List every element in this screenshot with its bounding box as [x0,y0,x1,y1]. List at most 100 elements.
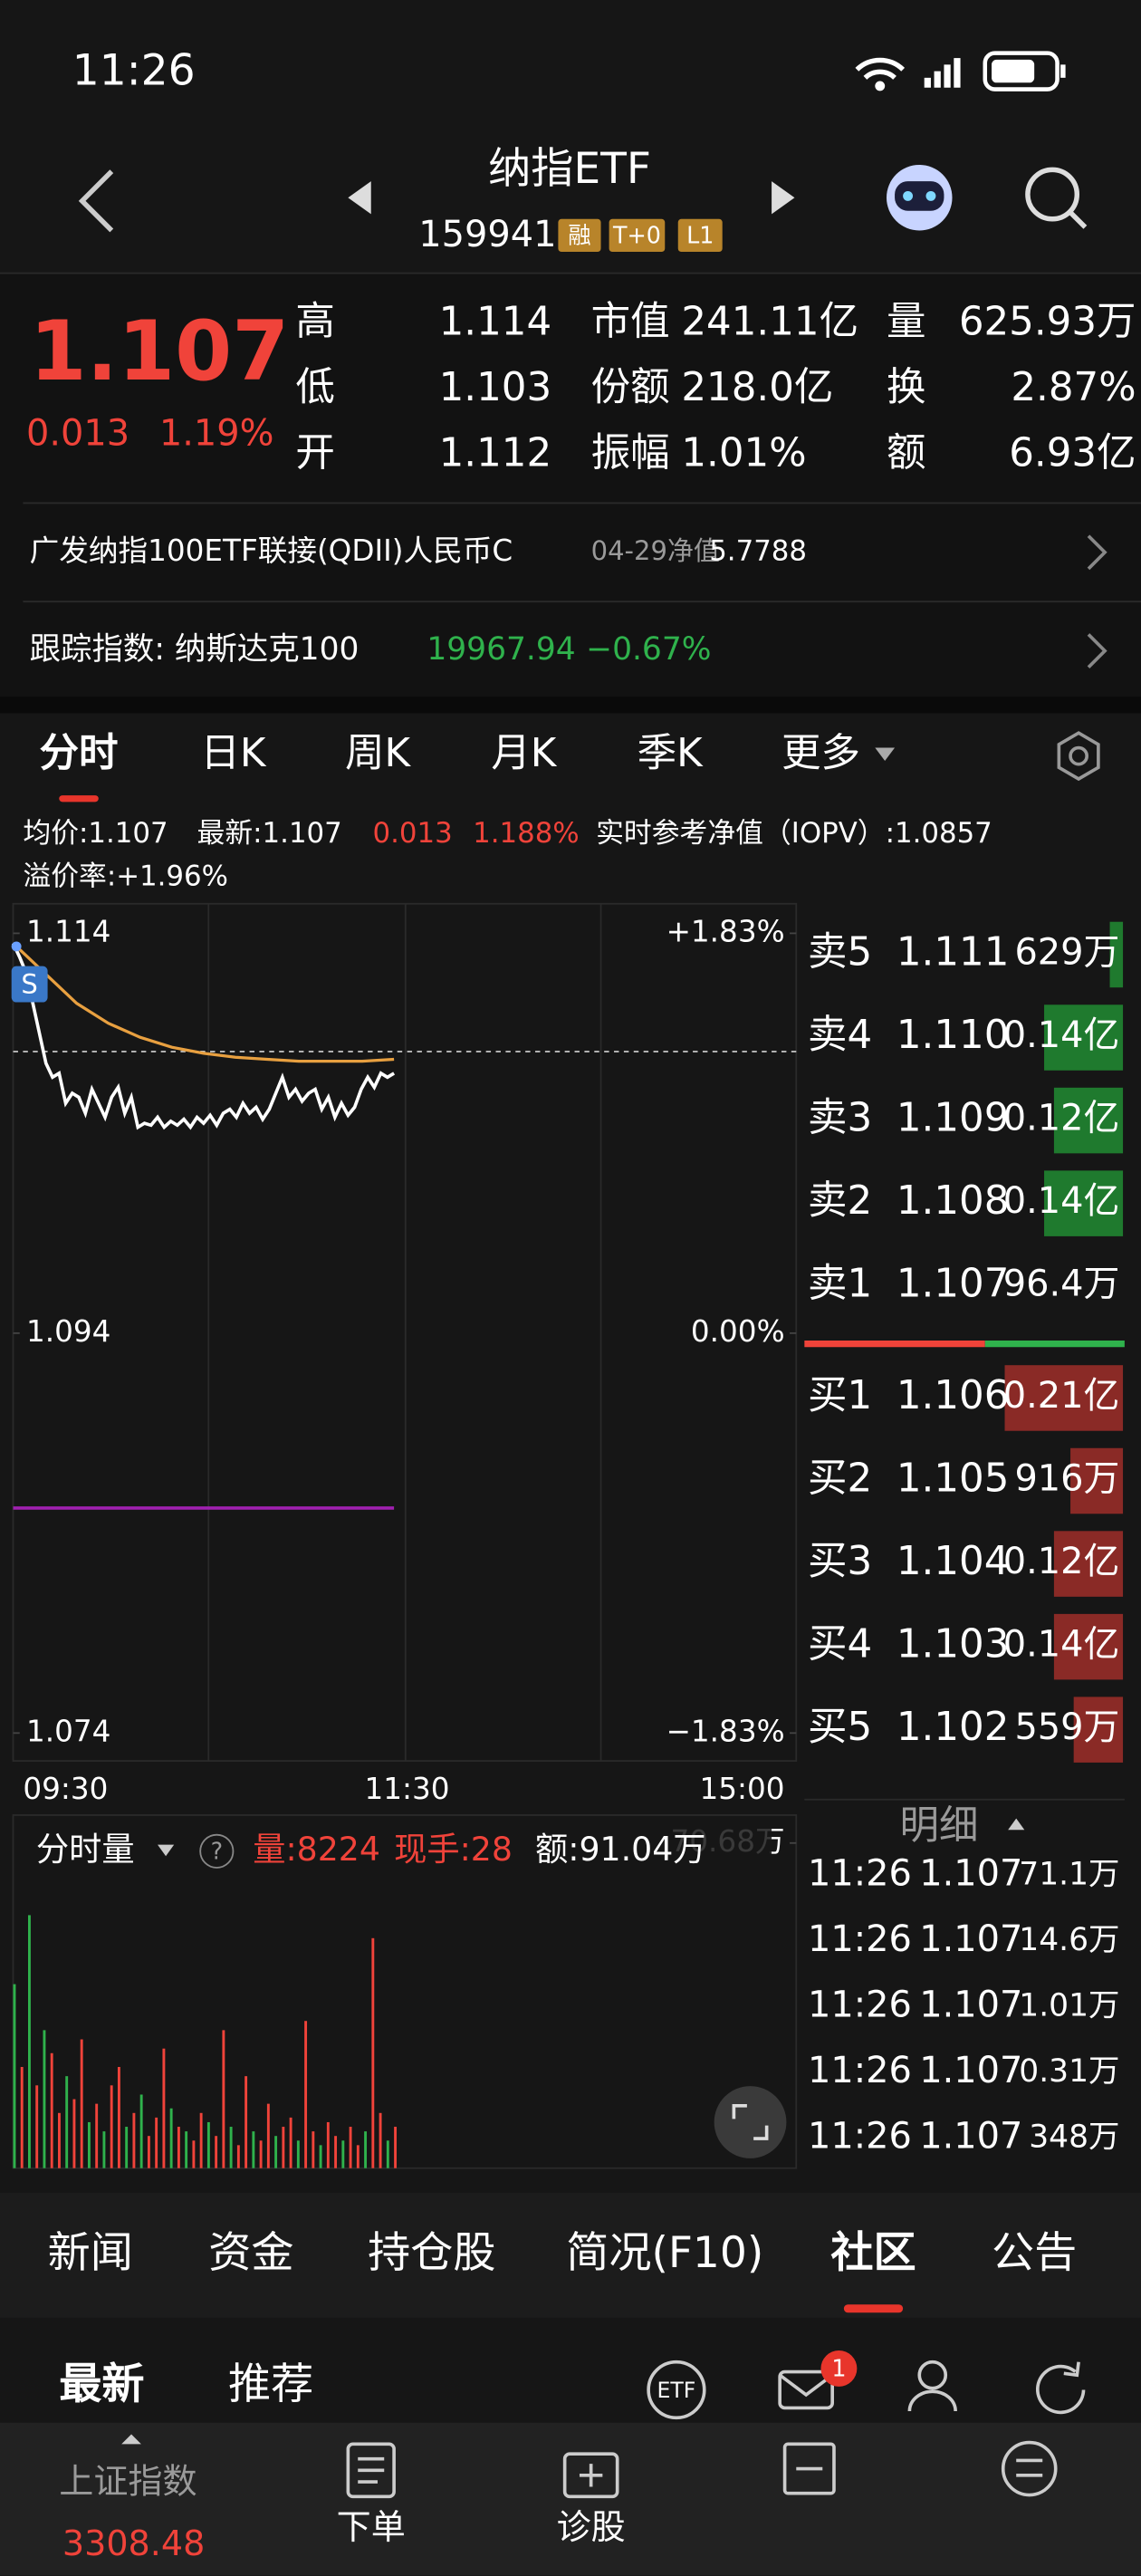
book-price: 1.108 [896,1178,1010,1224]
chart-tab[interactable]: 季K [638,731,704,776]
x-tick-label: 15:00 [700,1772,785,1806]
nav-item[interactable]: 下单 [337,2507,406,2547]
y2-tick-label: 0.00% [691,1314,785,1349]
prev-button[interactable] [348,181,371,215]
menu-icon[interactable] [1001,2440,1058,2497]
volume-bar [192,2140,196,2168]
quote-panel [0,273,1141,697]
chart-tab[interactable]: 分时 [40,731,119,776]
avg-price: 均价:1.107 [23,817,168,850]
stat-value: 1.103 [439,365,552,410]
book-price: 1.105 [896,1456,1010,1502]
volume-bar [289,2117,292,2168]
badge-text: L1 [686,222,714,249]
volume-bar [27,1915,31,2168]
section-tab[interactable]: 公告 [992,2228,1077,2278]
stat-value: 241.11亿 [681,299,858,344]
info-change: 0.013 [373,817,453,850]
section-tab[interactable]: 资金 [208,2228,293,2278]
volume-bar [266,2103,270,2168]
detail-price: 1.107 [919,2050,1022,2091]
volume-bar [259,2140,263,2168]
volume-bar [80,2039,83,2168]
depth-bar [1053,1531,1124,1597]
book-price: 1.107 [896,1262,1010,1307]
section-tab[interactable]: 社区 [830,2228,916,2278]
volume-bar [236,2145,240,2168]
stat-value: 6.93亿 [1009,430,1136,476]
volume-bar [95,2103,99,2168]
book-volume: 559万 [1014,1706,1119,1748]
nav-index-name[interactable]: 上证指数 [59,2461,197,2501]
x-tick-label: 09:30 [23,1772,108,1806]
detail-price: 1.107 [919,2116,1022,2158]
volume-bar [199,2112,203,2168]
chart-tab[interactable]: 更多 [781,731,860,776]
settings-icon[interactable] [1057,731,1100,782]
chart-tabs: 分时 日K 周K 月K 季K 更多 [40,731,896,803]
section-tab[interactable]: 持仓股 [368,2228,495,2278]
volume-bar [222,2030,225,2168]
chevron[interactable] [1087,534,1107,571]
book-volume: 0.14亿 [1003,1180,1120,1222]
volume-bar [326,2121,330,2168]
bottom-nav-bg [0,2422,1141,2576]
nav-item[interactable]: 诊股 [557,2507,626,2547]
etf-icon-text: ETF [657,2378,696,2403]
chart-tab[interactable]: 月K [491,731,557,776]
marker-text: S [21,968,37,999]
menu-icon-lines [1016,2458,1043,2477]
etf-icon[interactable]: ETF [647,2360,706,2420]
chart-tab[interactable]: 日K [200,731,266,776]
clock: 11:26 [72,45,196,95]
badge [558,218,601,253]
diagnose-icon[interactable] [562,2452,619,2499]
next-button[interactable] [772,181,795,215]
section-tab[interactable]: 简况(F10) [566,2228,763,2278]
refresh-icon[interactable] [1035,2361,1086,2415]
volume-bar [147,2136,150,2168]
stat-label: 份额 [591,365,670,410]
chart-tab[interactable]: 周K [345,731,411,776]
volume-bar [394,2127,398,2168]
book-label: 卖5 [808,929,872,975]
volume-bar [125,2127,129,2168]
volume-bar [169,2108,173,2168]
volume-bar [110,2085,113,2168]
volume-selector[interactable]: 分时量 [36,1830,135,1869]
expand-icon[interactable] [121,2434,141,2445]
help-icon[interactable] [199,1833,235,1869]
assistant-icon[interactable] [886,164,953,231]
book-label: 买2 [808,1456,872,1502]
nav-date: 04-29净值 [591,535,720,566]
mail-icon[interactable]: 1 [778,2350,858,2410]
volume-header-bg [23,1826,772,1877]
avg-line [12,942,395,1063]
x-tick-label: 11:30 [364,1772,449,1806]
volume-bar [379,2112,382,2168]
volume-bar [356,2145,360,2168]
feed-tab[interactable]: 推荐 [228,2360,313,2409]
tab-indicator [59,795,99,803]
search-icon[interactable] [1025,167,1088,229]
chevron[interactable] [1087,633,1107,668]
profile-icon[interactable] [907,2360,957,2412]
mail-badge: 1 [831,2355,846,2382]
section-tab[interactable]: 新闻 [48,2228,133,2278]
fullscreen-button[interactable] [714,2086,787,2158]
minus-icon[interactable] [782,2442,836,2495]
order-icon[interactable] [346,2442,396,2499]
stock-title: 纳指ETF [488,144,651,194]
amount: 额:91.04万 [535,1830,706,1869]
book-label: 卖1 [808,1262,872,1307]
depth-bar [1004,1365,1124,1431]
feed-tab[interactable]: 最新 [59,2360,144,2409]
book-price: 1.111 [896,929,1010,975]
iopv: 实时参考净值（IOPV）:1.0857 [596,817,992,850]
y2-tick-label: −1.83% [666,1714,785,1748]
volume-bar [43,2030,46,2168]
volume-bar [57,2112,61,2168]
marker-box [11,966,48,1003]
y-tick-label: 1.094 [26,1314,110,1349]
back-button[interactable] [78,169,114,233]
